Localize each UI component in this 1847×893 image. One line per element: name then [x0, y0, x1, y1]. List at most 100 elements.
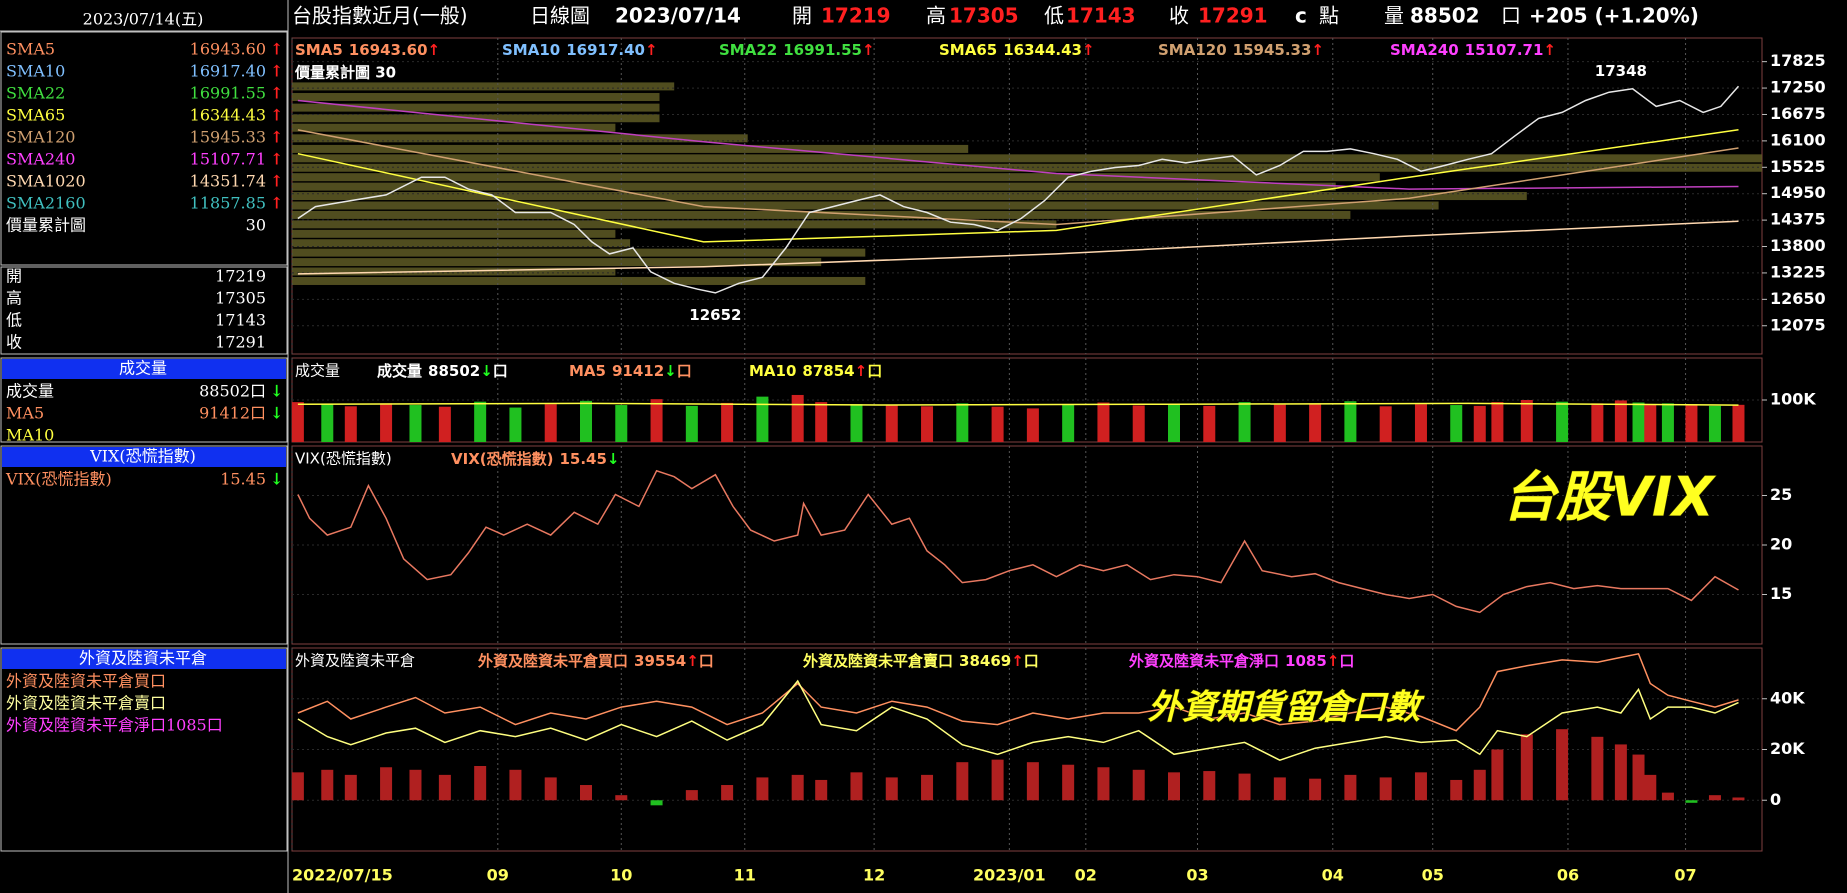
header-segment: 2023/07/14 [615, 4, 741, 28]
series-line [297, 129, 1739, 226]
legend-value: 16917.40 [566, 41, 645, 59]
legend-entry: SMA65 16344.43↑ [939, 41, 1095, 59]
series-line [297, 128, 1739, 243]
volume-profile-bar [292, 93, 660, 102]
sidebar-value: 17291 [215, 333, 266, 352]
bar [1062, 404, 1075, 442]
bar [721, 402, 734, 442]
sidebar-label: MA5 [6, 404, 44, 423]
x-tick-label: 04 [1322, 866, 1344, 885]
y-tick-label: 15 [1770, 584, 1792, 603]
sidebar-arrow: ↑ [270, 40, 283, 59]
bar [1473, 405, 1486, 442]
bar [1491, 749, 1504, 801]
bar [1273, 777, 1286, 801]
volume-profile-bar [292, 123, 616, 132]
bar [1491, 402, 1504, 442]
legend-arrow: ↓ [607, 450, 620, 468]
bar [1450, 779, 1463, 801]
header-segment: 低 [1044, 4, 1064, 28]
bar [321, 404, 334, 442]
section-title: 成交量 [119, 359, 167, 378]
bar [380, 767, 393, 801]
volume-profile-bar [292, 182, 1336, 191]
legend-arrow: ↓ [480, 362, 493, 380]
bar [1520, 734, 1533, 801]
legend-value: 39554 [634, 652, 686, 670]
bar [1644, 774, 1657, 801]
bar [1414, 404, 1427, 442]
x-tick-label: 11 [734, 866, 756, 885]
bar [380, 403, 393, 442]
sidebar-box [0, 445, 288, 645]
legend-entry: MA5 91412↓口 [569, 362, 692, 380]
bar [1309, 778, 1322, 801]
bar [1685, 800, 1698, 803]
bar [1520, 400, 1533, 442]
header-segment: 88502 [1410, 4, 1480, 28]
bar [615, 405, 628, 442]
legend-value: 15107.71 [1465, 41, 1544, 59]
bar [409, 405, 422, 442]
sidebar-value: 16917.40 [190, 62, 266, 81]
section-title: VIX(恐慌指數) [89, 447, 196, 466]
header-segment: 開 [792, 4, 812, 28]
bar [1273, 404, 1286, 442]
legend-value: 15945.33 [1233, 41, 1312, 59]
sidebar-label: VIX(恐慌指數) [5, 470, 112, 489]
bar [438, 406, 451, 442]
sidebar-value: 17143 [215, 311, 266, 330]
sidebar-value: 15107.71 [190, 150, 266, 169]
sidebar-label: SMA5 [6, 40, 55, 59]
legend-value: 91412 [612, 362, 664, 380]
bar [615, 795, 628, 801]
series-line [297, 652, 1739, 732]
sidebar-box [0, 647, 288, 852]
bar [509, 407, 522, 442]
volume-profile-bar [292, 134, 748, 143]
legend-entry: SMA240 15107.71↑ [1390, 41, 1556, 59]
section-title: 外資及陸資未平倉 [79, 649, 207, 668]
bar [815, 779, 828, 801]
bar [791, 394, 804, 442]
y-tick-label: 14375 [1770, 210, 1826, 229]
x-tick-label: 12 [863, 866, 885, 885]
bar [991, 406, 1004, 442]
legend-arrow: ↑ [1311, 41, 1324, 59]
header-segment: 17219 [821, 4, 891, 28]
sidebar-arrow: ↑ [270, 128, 283, 147]
volume-profile-bar [292, 220, 1057, 229]
bar [650, 399, 663, 442]
y-tick-label: 40K [1770, 688, 1805, 707]
header-segment: 日線圖 [530, 4, 590, 28]
bar [1132, 405, 1145, 442]
volume-profile-bar [292, 173, 1380, 182]
sidebar-arrow: ↑ [270, 106, 283, 125]
legend-label: 外資及陸資未平倉淨口 [1128, 652, 1279, 670]
volume-profile-bar [292, 154, 1762, 163]
legend-label: SMA120 [1158, 41, 1227, 59]
legend-value: 16943.60 [349, 41, 428, 59]
bar [685, 405, 698, 442]
bar [991, 759, 1004, 801]
sidebar-arrow: ↓ [270, 404, 283, 423]
bar [1632, 754, 1645, 801]
sidebar-arrow: ↓ [270, 470, 283, 489]
bar [885, 405, 898, 442]
sidebar-label: SMA2160 [6, 194, 86, 213]
sidebar-label: SMA240 [6, 150, 75, 169]
bar [1556, 401, 1569, 442]
section-header-bg [2, 649, 286, 669]
legend-entry: 外資及陸資未平倉淨口 1085↑口 [1128, 652, 1354, 670]
bar [321, 769, 334, 801]
y-tick-label: 16675 [1770, 104, 1826, 123]
legend-entry: 成交量 88502↓口 [377, 362, 508, 380]
sidebar-value: 91412口 [199, 404, 266, 423]
legend-label: SMA22 [719, 41, 777, 59]
series-line [297, 99, 1739, 190]
sidebar-arrow: ↑ [270, 84, 283, 103]
bar [544, 404, 557, 442]
sidebar-label: SMA120 [6, 128, 75, 147]
bar [956, 762, 969, 801]
